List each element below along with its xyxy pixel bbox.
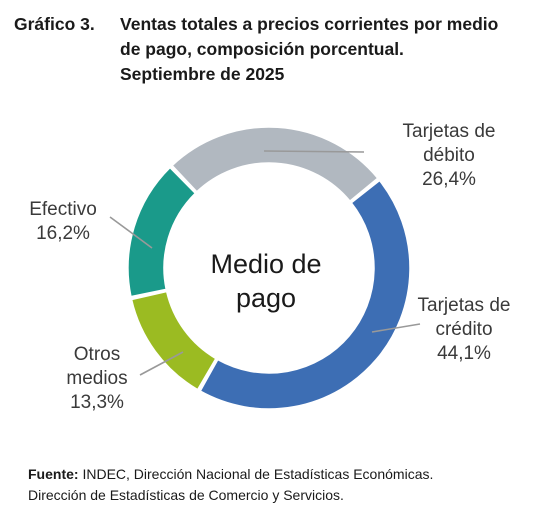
- slice-tarjetas-de-credito: [199, 179, 411, 410]
- leader-lines: [109, 150, 421, 376]
- title-line-1: Ventas totales a precios corrientes por …: [120, 14, 499, 34]
- value-label-otros-medios: 13,3%: [70, 392, 124, 413]
- center-label-line-2: pago: [236, 283, 296, 313]
- slice-label-tarjetas-de-debito: débito: [423, 145, 475, 166]
- slice-otros-medios: [130, 290, 217, 391]
- slice-label-otros-medios: Otros: [74, 344, 120, 365]
- title-line-3: Septiembre de 2025: [120, 64, 285, 84]
- source-label: Fuente:: [28, 466, 79, 482]
- source-line-2: Dirección de Estadísticas de Comercio y …: [28, 487, 344, 503]
- slice-label-efectivo: Efectivo: [29, 199, 97, 220]
- source-note: Fuente: INDEC, Dirección Nacional de Est…: [28, 464, 538, 506]
- donut-slices: [127, 126, 411, 410]
- title-line-2: de pago, composición porcentual.: [120, 39, 404, 59]
- slice-tarjetas-de-debito: [171, 126, 379, 203]
- figure-number: Gráfico 3.: [14, 14, 95, 34]
- center-label-line-1: Medio de: [210, 249, 321, 279]
- slice-label-tarjetas-de-debito: Tarjetas de: [403, 121, 496, 142]
- slice-label-tarjetas-de-credito: Tarjetas de: [418, 295, 511, 316]
- leader-line-tarjetas-de-credito: [371, 323, 421, 333]
- source-text-1: INDEC, Dirección Nacional de Estadística…: [78, 466, 434, 482]
- leader-line-tarjetas-de-debito: [263, 150, 365, 153]
- leader-line-otros-medios: [139, 351, 184, 376]
- slice-labels: Tarjetas de débito 26,4% Tarjetas de crédito…: [29, 121, 510, 413]
- value-label-efectivo: 16,2%: [36, 223, 90, 244]
- slice-label-otros-medios: medios: [66, 368, 127, 389]
- value-label-tarjetas-de-credito: 44,1%: [437, 343, 491, 364]
- chart-title: Gráfico 3. Ventas totales a precios corr…: [14, 12, 534, 87]
- value-label-tarjetas-de-debito: 26,4%: [422, 169, 476, 190]
- leader-line-efectivo: [109, 216, 153, 249]
- source-line-1: Fuente: INDEC, Dirección Nacional de Est…: [28, 464, 538, 485]
- slice-efectivo: [127, 166, 197, 298]
- title-text: Ventas totales a precios corrientes por …: [120, 12, 534, 87]
- slice-label-tarjetas-de-credito: crédito: [435, 319, 492, 340]
